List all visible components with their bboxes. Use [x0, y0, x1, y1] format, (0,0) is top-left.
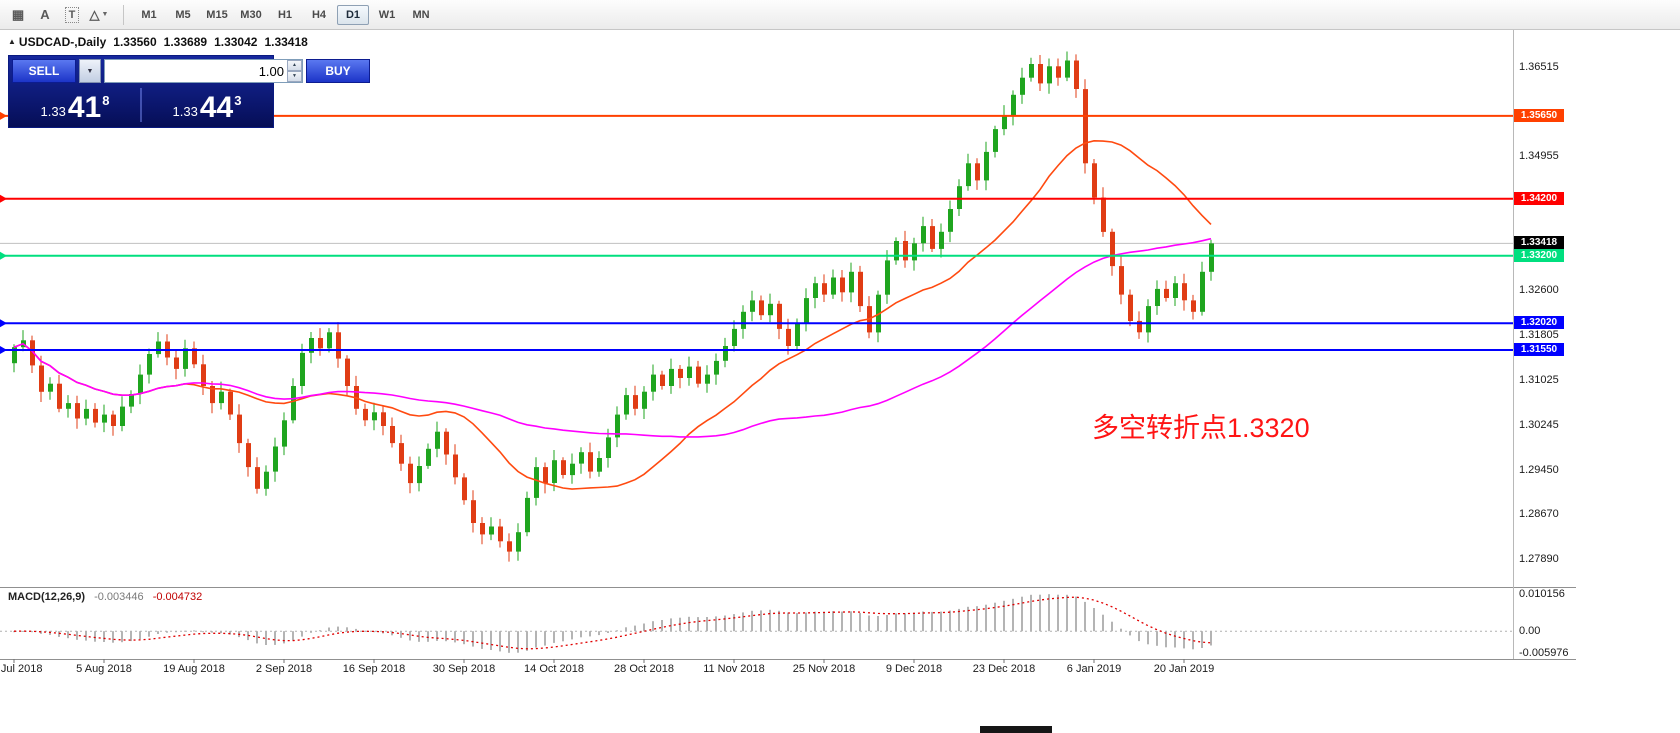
sell-price-prefix: 1.33: [40, 104, 66, 119]
timeframe-button-d1[interactable]: D1: [337, 4, 369, 25]
ohlc-high: 1.33689: [163, 35, 208, 49]
trade-panel-divider: [140, 88, 142, 122]
timeframe-button-h4[interactable]: H4: [311, 8, 327, 21]
hline-left-marker: [0, 319, 7, 328]
timeframe-button-mn[interactable]: MN: [412, 8, 430, 21]
trade-panel-controls: SELL ▼ ▲ ▼ BUY: [12, 59, 370, 83]
hline-left-marker: [0, 251, 7, 260]
sell-price-display[interactable]: 1.33 41 8: [12, 86, 138, 124]
ohlc-low: 1.33042: [214, 35, 258, 49]
one-click-trade-panel: SELL ▼ ▲ ▼ BUY 1.33 41 8 1.33 44 3: [8, 55, 370, 128]
hline-left-marker: [0, 111, 7, 120]
buy-price-sup: 3: [234, 93, 242, 108]
spin-down-icon: ▼: [292, 73, 297, 79]
macd-indicator-label: MACD(12,26,9) -0.003446 -0.004732: [8, 591, 202, 603]
macd-signal-line: [13, 596, 1212, 650]
chart-symbol: USDCAD-,Daily: [18, 35, 107, 49]
sell-price-big: 41: [67, 90, 102, 124]
ma-fast-line: [13, 139, 1212, 490]
timeframe-button-m5[interactable]: M5: [175, 8, 191, 21]
volume-box: ▲ ▼: [104, 59, 303, 83]
volume-spinner: ▲ ▼: [287, 60, 302, 82]
sell-price-sup: 8: [102, 93, 110, 108]
timeframe-button-w1[interactable]: W1: [378, 8, 396, 21]
chart-info-line: ▲ USDCAD-,Daily 1.33560 1.33689 1.33042 1.334…: [8, 35, 315, 49]
toolbar-separator: [123, 4, 124, 25]
shapes-tool-icon[interactable]: △ ▼: [89, 6, 109, 22]
sell-button[interactable]: SELL: [12, 59, 76, 83]
chart-window: 1.36515 1.34955 1.32600 1.31805 1.31025 1.302…: [0, 30, 1680, 733]
caret-down-icon: ▼: [101, 11, 109, 18]
buy-price-prefix: 1.33: [172, 104, 198, 119]
buy-price-display[interactable]: 1.33 44 3: [144, 86, 270, 124]
volume-input[interactable]: [105, 60, 287, 82]
macd-signal-value: -0.004732: [152, 591, 203, 603]
caret-down-icon: ▼: [86, 67, 94, 75]
timeframe-button-m15[interactable]: M15: [206, 8, 228, 21]
volume-dropdown-button[interactable]: ▼: [79, 59, 101, 83]
chart-grid-tool-icon[interactable]: ▦: [11, 6, 25, 22]
buy-button[interactable]: BUY: [306, 59, 370, 83]
timeframe-toolbar: M1 M5 M15 M30 H1 H4 D1 W1 MN: [133, 4, 439, 25]
toolbar: ▦ A T △ ▼ M1 M5 M15 M30 H1 H4 D1 W1 MN: [0, 0, 1680, 30]
buy-price-big: 44: [199, 90, 234, 124]
taskbar-fragment: [980, 726, 1052, 733]
symbol-marker-icon: ▲: [8, 37, 16, 46]
hlines-layer: [0, 111, 1513, 354]
toolbar-tools: ▦ A T △ ▼: [6, 4, 114, 26]
ma-slow-line: [13, 237, 1212, 438]
timeframe-button-m30[interactable]: M30: [240, 8, 262, 21]
hline-left-marker: [0, 194, 7, 203]
ohlc-open: 1.33560: [113, 35, 157, 49]
macd-main-value: -0.003446: [94, 591, 144, 603]
timeframe-button-m1[interactable]: M1: [141, 8, 157, 21]
candles-layer: [12, 51, 1214, 562]
spin-up-button[interactable]: ▲: [287, 60, 302, 71]
trade-panel-prices: 1.33 41 8 1.33 44 3: [12, 86, 270, 124]
chart-annotation-text: 多空转折点1.3320: [1092, 413, 1310, 443]
ohlc-close: 1.33418: [264, 35, 308, 49]
spin-down-button[interactable]: ▼: [287, 71, 302, 82]
price-chart: [0, 30, 1576, 663]
macd-histogram: [13, 594, 1212, 653]
text-label-tool-icon[interactable]: A: [40, 7, 50, 22]
spin-up-icon: ▲: [292, 62, 297, 68]
macd-name: MACD(12,26,9): [8, 591, 86, 603]
timeframe-button-h1[interactable]: H1: [277, 8, 293, 21]
hline-left-marker: [0, 346, 7, 354]
text-box-tool-icon[interactable]: T: [60, 4, 84, 26]
